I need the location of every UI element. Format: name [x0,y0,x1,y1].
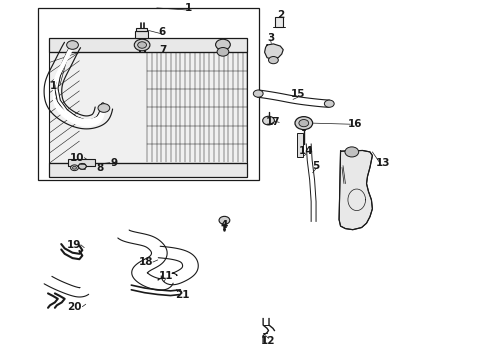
Circle shape [345,147,359,157]
Circle shape [138,42,147,48]
Bar [49,52,247,163]
Bar [38,8,259,180]
Circle shape [324,100,334,107]
Circle shape [71,165,78,171]
Circle shape [269,57,278,64]
Bar [297,133,303,157]
Text: 7: 7 [159,45,167,55]
Text: 6: 6 [158,27,165,37]
Bar [275,17,283,27]
Text: 16: 16 [348,119,363,129]
Circle shape [217,48,229,56]
Circle shape [299,120,309,127]
Text: 20: 20 [67,302,82,312]
Circle shape [134,39,150,51]
Text: 21: 21 [175,290,190,300]
Circle shape [263,116,274,125]
Text: 2: 2 [277,10,284,20]
Bar [49,38,247,52]
Text: 1: 1 [185,3,192,13]
Text: 17: 17 [266,117,281,127]
Text: 4: 4 [220,220,228,230]
Polygon shape [339,150,372,230]
Text: 15: 15 [291,89,305,99]
Circle shape [98,104,110,112]
Bar [135,31,148,38]
Circle shape [295,117,313,130]
Circle shape [219,216,230,224]
Text: 13: 13 [376,158,391,168]
Circle shape [73,166,76,169]
Text: 9: 9 [110,158,117,168]
Circle shape [78,163,86,169]
Text: 10: 10 [70,153,85,163]
Circle shape [253,90,263,97]
Circle shape [67,41,78,49]
Text: 18: 18 [139,257,153,267]
Polygon shape [265,44,283,59]
Text: 8: 8 [97,163,104,174]
Bar [49,163,247,177]
Circle shape [216,39,230,50]
Bar [49,52,247,163]
Text: 19: 19 [67,240,82,250]
Text: 11: 11 [158,271,173,282]
Text: 5: 5 [313,161,319,171]
Bar [136,28,147,31]
Text: 14: 14 [299,146,314,156]
Text: 3: 3 [267,33,274,43]
Bar [68,159,95,166]
Text: 12: 12 [261,336,276,346]
Text: 1: 1 [50,81,57,91]
